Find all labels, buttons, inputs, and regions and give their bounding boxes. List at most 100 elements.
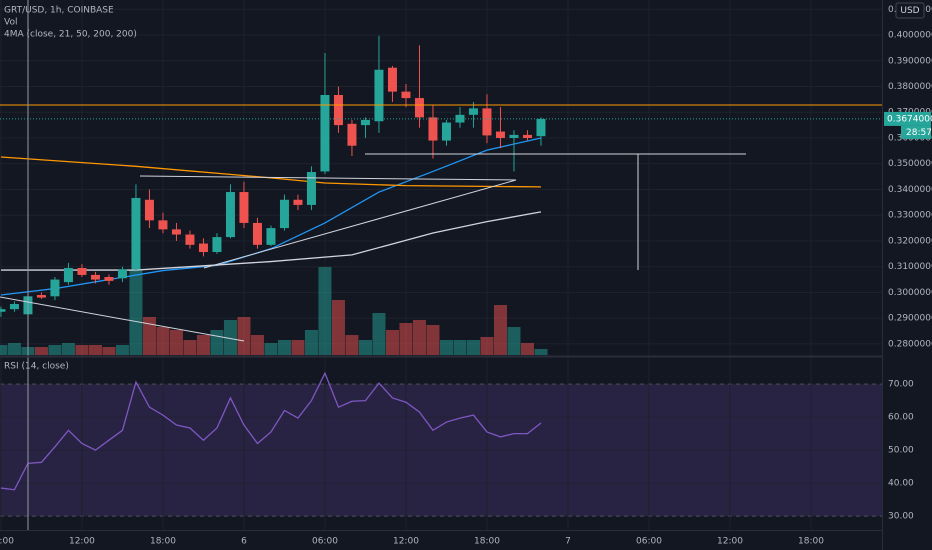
x-tick-label: 12:00 xyxy=(717,537,743,547)
currency: USD xyxy=(900,6,919,16)
x-tick-label: 06:00 xyxy=(636,537,662,547)
volume-bar xyxy=(507,327,521,355)
marks xyxy=(0,35,882,491)
candle-body xyxy=(225,192,235,238)
countdown: 28:57 xyxy=(906,128,932,138)
volume-bar xyxy=(142,317,156,355)
y-tick-label: 60.00 xyxy=(888,413,914,423)
volume-bar xyxy=(129,270,143,355)
x-tick-label: 12:00 xyxy=(393,537,419,547)
candle-body xyxy=(266,228,276,245)
volume-bar xyxy=(493,305,507,355)
candle-body xyxy=(90,274,100,280)
candle-body xyxy=(279,199,289,229)
candle-body xyxy=(198,243,208,253)
y-tick-label: 50.00 xyxy=(888,446,914,456)
trendline xyxy=(139,175,517,181)
candle-body xyxy=(360,119,370,126)
y-tick-label: 0.38000000 xyxy=(888,82,932,92)
volume-bar xyxy=(169,330,183,355)
x-tick-label: 00:00 xyxy=(0,537,14,547)
volume-bar xyxy=(520,343,534,355)
x-tick-label: 6 xyxy=(241,537,247,547)
candle-body xyxy=(320,94,330,172)
volume-bar xyxy=(412,320,426,355)
volume-bar xyxy=(426,325,440,355)
y-tick-label: 70.00 xyxy=(888,380,914,390)
volume-bar xyxy=(453,340,467,355)
volume-bar xyxy=(61,343,75,355)
volume-bar xyxy=(183,340,197,355)
volume-bar xyxy=(277,340,291,355)
candle-body xyxy=(104,276,114,281)
candle-body xyxy=(131,197,141,270)
y-tick-label: 0.39000000 xyxy=(888,56,932,66)
candle-body xyxy=(185,234,195,245)
volume-bar xyxy=(318,267,332,355)
countdown-badge xyxy=(901,125,931,139)
y-tick-label: 0.35000000 xyxy=(888,159,932,169)
y-tick-label: 0.31000000 xyxy=(888,262,932,272)
candle-body xyxy=(50,279,60,297)
volume-bar xyxy=(223,320,237,355)
volume-bar xyxy=(291,340,305,355)
candle-body xyxy=(333,94,343,126)
candle-body xyxy=(347,123,357,146)
candle-body xyxy=(239,192,249,223)
candle-body xyxy=(36,295,46,298)
candle-body xyxy=(374,69,384,122)
volume-bar xyxy=(399,323,413,355)
candle-body xyxy=(9,304,19,310)
volume-bar xyxy=(466,340,480,355)
rsi-line xyxy=(0,371,542,491)
candle-body xyxy=(468,108,478,115)
x-tick-label: 18:00 xyxy=(474,537,500,547)
volume-bar xyxy=(237,317,251,355)
volume-bar xyxy=(210,330,224,355)
volume-bar xyxy=(331,300,345,355)
y-tick-label: 0.34000000 xyxy=(888,185,932,195)
candle-body xyxy=(428,117,438,141)
volume-bar xyxy=(88,345,102,355)
volume-bar xyxy=(156,327,170,355)
volume-bar xyxy=(196,335,210,355)
volume-bar xyxy=(75,345,89,355)
candle-body xyxy=(77,267,87,275)
y-tick-label: 0.32000000 xyxy=(888,236,932,246)
y-tick-label: 30.00 xyxy=(888,512,914,522)
candle-body xyxy=(212,237,222,253)
volume-bar xyxy=(115,345,129,355)
grid xyxy=(0,0,882,530)
candle-body xyxy=(441,122,451,141)
rsi-legend: RSI (14, close) xyxy=(4,362,69,372)
x-tick-label: 18:00 xyxy=(150,537,176,547)
last-price-badge xyxy=(884,111,931,126)
y-tick-label: 0.28000000 xyxy=(888,339,932,349)
trendline xyxy=(203,179,517,269)
volume-bar xyxy=(34,347,48,355)
candle-body xyxy=(482,108,492,136)
currency-badge xyxy=(895,2,925,19)
volume-bar xyxy=(264,343,278,355)
candle-body xyxy=(117,269,127,279)
x-tick-label: 7 xyxy=(565,537,571,547)
volume-bar xyxy=(304,330,318,355)
volume-bar xyxy=(48,345,62,355)
volume-bar xyxy=(439,340,453,355)
candle-body xyxy=(158,220,168,230)
ma-legend: 4MA (close, 21, 50, 200, 200) xyxy=(4,30,137,40)
candle-body xyxy=(536,118,546,137)
volume-bar xyxy=(358,340,372,355)
moving-average xyxy=(0,156,541,188)
candle-body xyxy=(293,199,303,205)
candle-body xyxy=(401,91,411,99)
candle-body xyxy=(495,131,505,138)
candle-body xyxy=(252,222,262,245)
candle-body xyxy=(63,267,73,283)
volume-bar xyxy=(534,349,548,355)
candle-body xyxy=(144,199,154,221)
volume-bar xyxy=(7,343,21,355)
candle-body xyxy=(387,67,397,92)
